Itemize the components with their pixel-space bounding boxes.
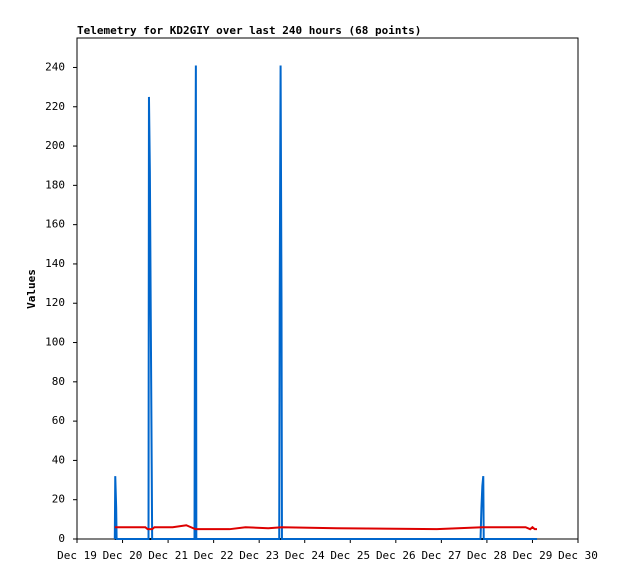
x-tick-label: Dec 29 — [513, 549, 553, 562]
x-tick-label: Dec 21 — [148, 549, 188, 562]
x-tick-label: Dec 26 — [376, 549, 416, 562]
y-tick-label: 240 — [45, 60, 65, 73]
x-tick-label: Dec 27 — [421, 549, 461, 562]
series-line — [113, 65, 538, 540]
x-tick-label: Dec 19 — [57, 549, 97, 562]
y-tick-label: 140 — [45, 257, 65, 270]
x-tick-label: Dec 30 — [558, 549, 598, 562]
chart-title: Telemetry for KD2GIY over last 240 hours… — [77, 24, 421, 37]
x-tick-label: Dec 20 — [103, 549, 143, 562]
y-axis-label: Values — [25, 269, 38, 309]
y-tick-label: 160 — [45, 218, 65, 231]
y-tick-label: 100 — [45, 336, 65, 349]
y-tick-label: 80 — [52, 375, 65, 388]
y-tick-label: 220 — [45, 100, 65, 113]
x-tick-label: Dec 28 — [467, 549, 507, 562]
y-tick-label: 40 — [52, 453, 65, 466]
x-tick-label: Dec 25 — [330, 549, 370, 562]
y-tick-label: 60 — [52, 414, 65, 427]
y-tick-label: 180 — [45, 178, 65, 191]
x-tick-label: Dec 24 — [285, 549, 325, 562]
y-tick-label: 0 — [58, 532, 65, 545]
y-tick-label: 200 — [45, 139, 65, 152]
series-line — [114, 524, 538, 531]
x-tick-label: Dec 22 — [194, 549, 234, 562]
y-tick-label: 120 — [45, 296, 65, 309]
x-tick-label: Dec 23 — [239, 549, 279, 562]
y-tick-label: 20 — [52, 493, 65, 506]
